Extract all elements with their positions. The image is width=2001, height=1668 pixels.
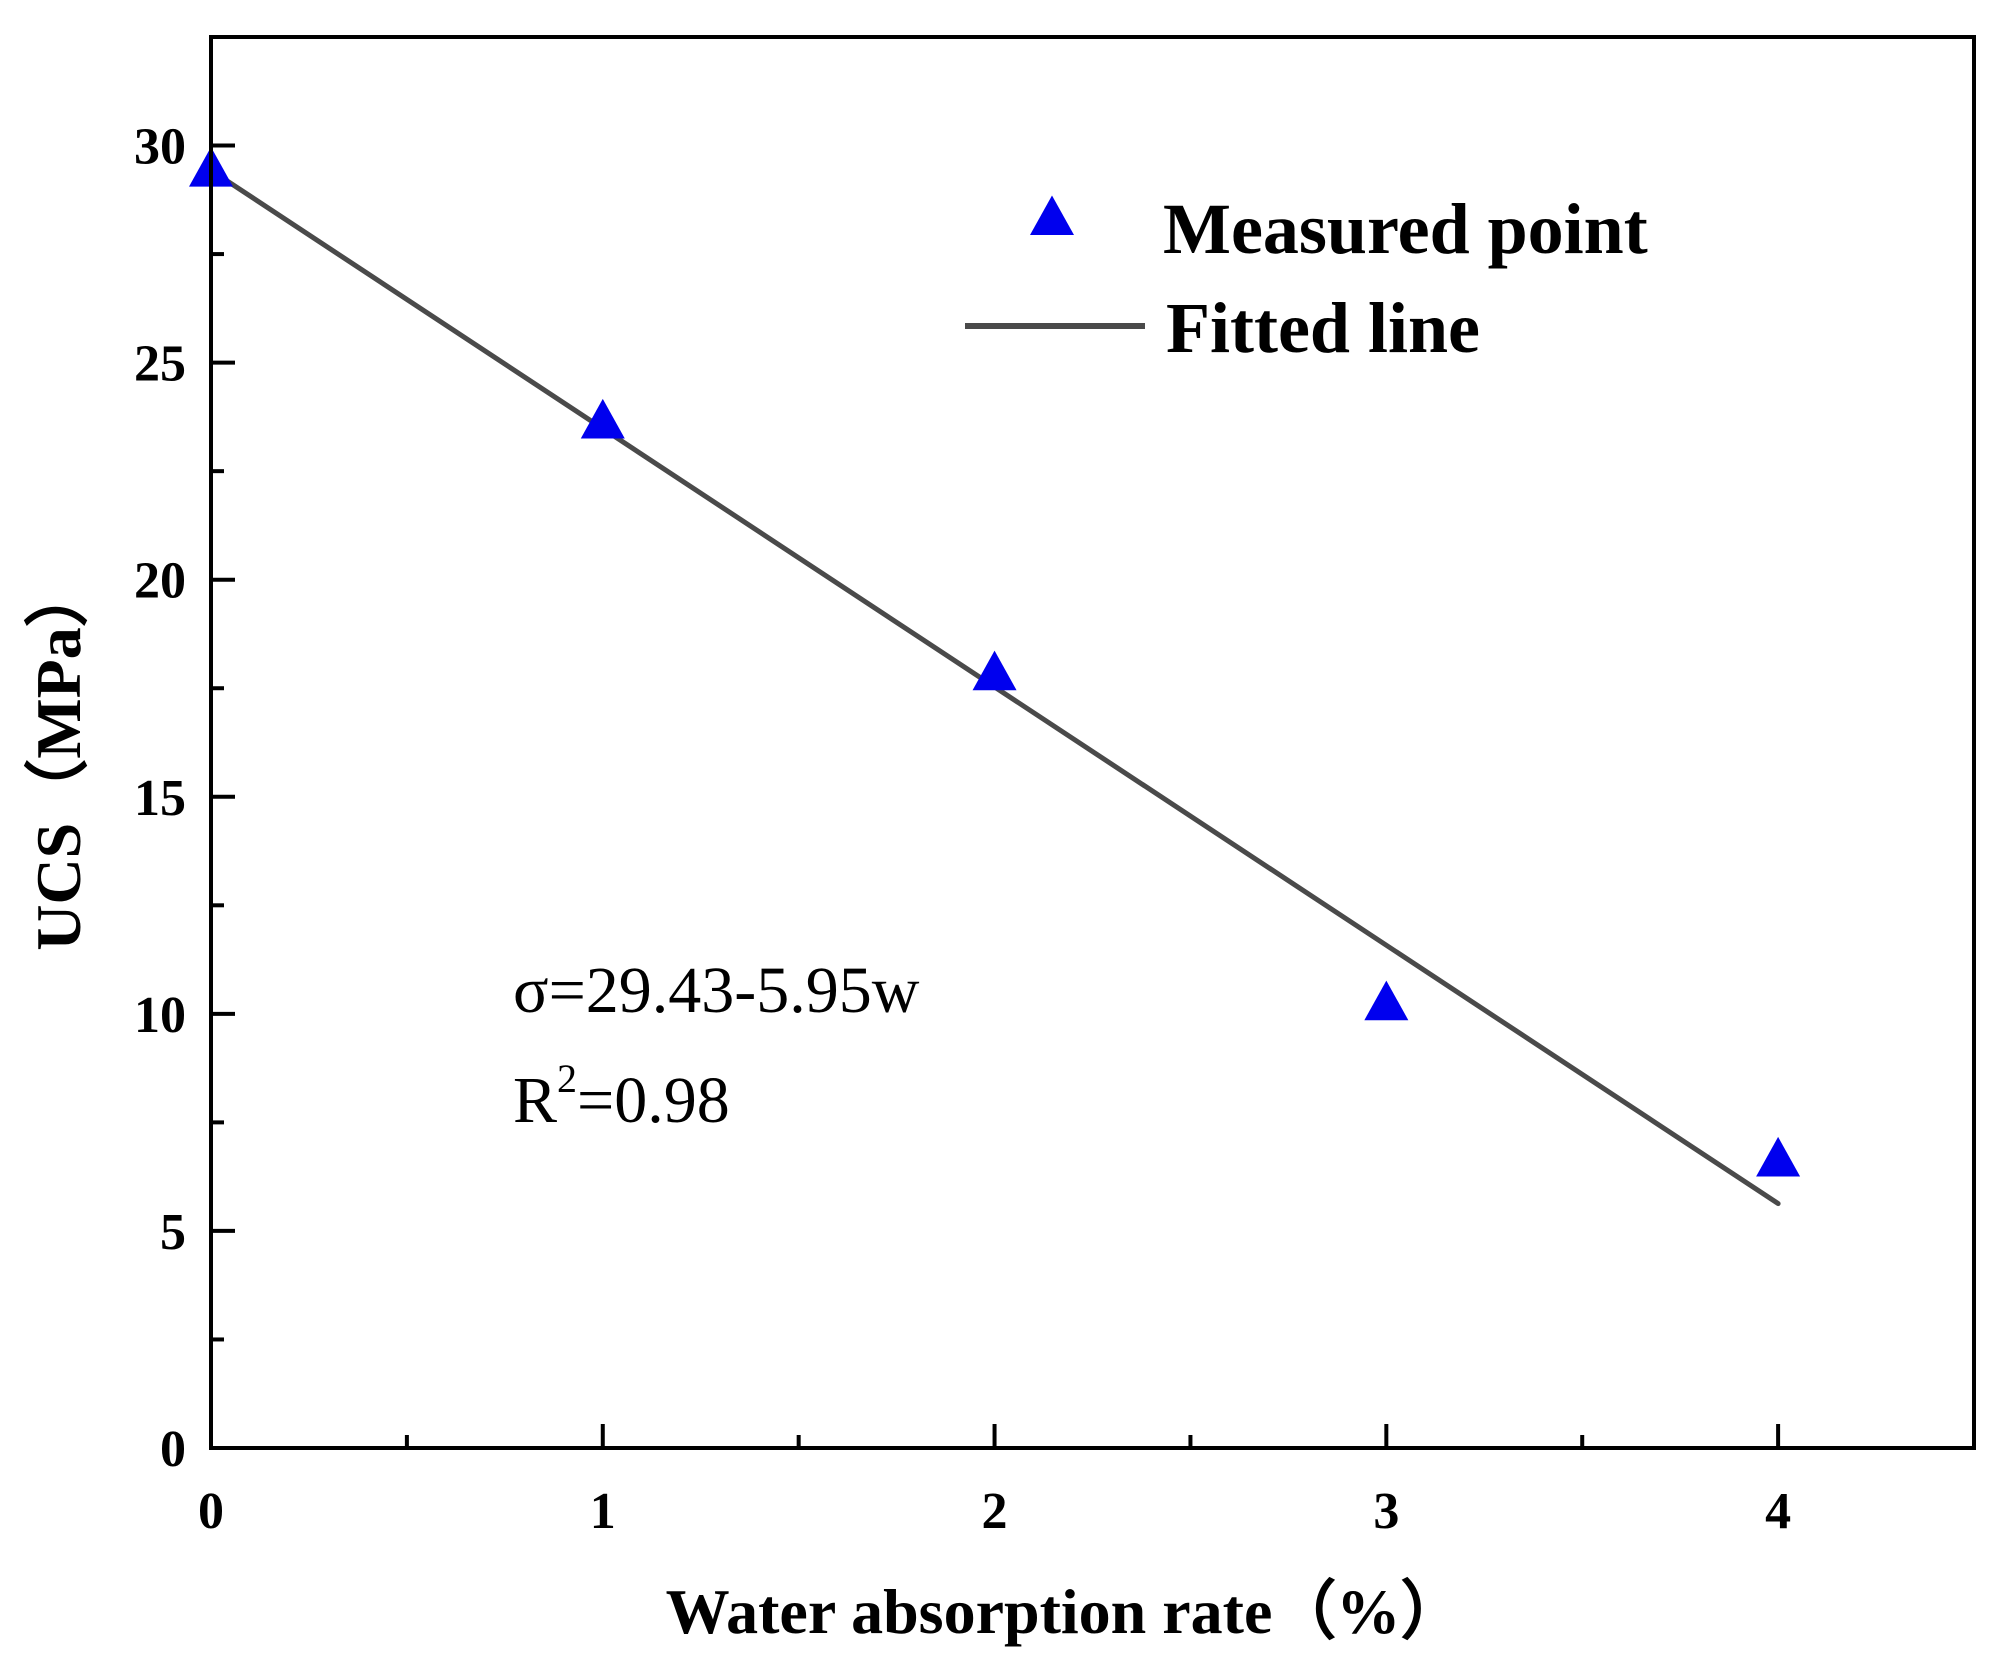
major-ticks — [209, 143, 1781, 1450]
y-tick-label: 20 — [134, 553, 186, 610]
y-tick-label: 5 — [160, 1204, 186, 1261]
x-tick-label: 0 — [198, 1483, 224, 1540]
measured-points — [189, 147, 1801, 1177]
y-tick-label: 30 — [134, 119, 186, 176]
x-tick-label: 3 — [1373, 1483, 1399, 1540]
legend: Measured point Fitted line — [965, 189, 1648, 368]
x-tick-labels: 0 1 2 3 4 — [198, 1483, 1791, 1540]
y-tick-label: 15 — [134, 770, 186, 827]
y-axis-title: UCS（MPa） — [23, 563, 94, 951]
y-tick-label: 25 — [134, 336, 186, 393]
legend-label-measured-point: Measured point — [1163, 189, 1648, 269]
legend-marker-measured-point — [1030, 195, 1074, 236]
measured-point — [972, 650, 1017, 691]
minor-ticks — [211, 252, 1585, 1448]
x-tick-label: 1 — [590, 1483, 616, 1540]
x-tick-label: 2 — [982, 1483, 1008, 1540]
r-squared-superscript: 2 — [557, 1056, 577, 1101]
y-tick-labels: 0 5 10 15 20 25 30 — [134, 119, 186, 1478]
measured-point — [580, 398, 625, 439]
r-squared-prefix: R — [513, 1064, 557, 1137]
measured-point — [1756, 1136, 1801, 1177]
measured-point — [1364, 980, 1409, 1021]
y-tick-label: 0 — [160, 1421, 186, 1478]
y-tick-label: 10 — [134, 987, 186, 1044]
r-squared-suffix: =0.98 — [577, 1064, 730, 1137]
x-tick-label: 4 — [1765, 1483, 1791, 1540]
x-axis-title: Water absorption rate（%） — [666, 1576, 1465, 1647]
equation-annotation: σ=29.43-5.95w — [513, 954, 920, 1027]
legend-label-fitted-line: Fitted line — [1166, 288, 1480, 368]
r-squared-annotation: R2=0.98 — [513, 1056, 730, 1137]
plot-frame — [209, 35, 1976, 1450]
